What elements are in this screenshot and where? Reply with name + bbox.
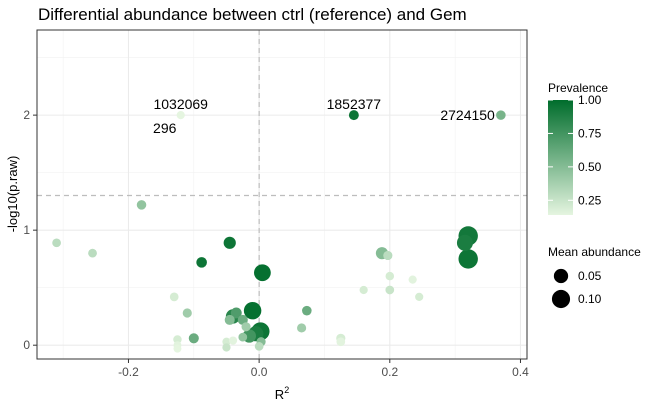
data-point	[383, 250, 393, 261]
prevalence-colorbar-ticks: 1.00 0.75 0.50 0.25	[548, 93, 602, 207]
data-point	[496, 110, 506, 120]
data-point	[196, 257, 207, 268]
point-label: 2724150	[440, 107, 495, 123]
colorbar-tick-label: 1.00	[578, 93, 602, 107]
data-point	[173, 344, 182, 353]
x-tick-label: 0.4	[512, 365, 529, 379]
data-point	[88, 248, 97, 258]
prevalence-legend-title: Prevalence	[548, 81, 608, 95]
data-point	[169, 292, 179, 302]
data-point	[385, 271, 395, 281]
colorbar-tick-label: 0.50	[578, 160, 602, 174]
data-point	[188, 333, 199, 344]
data-point	[385, 285, 395, 295]
data-point	[415, 292, 424, 301]
y-axis-title: -log10(p.raw)	[5, 156, 20, 233]
data-point	[408, 275, 417, 284]
data-point	[241, 322, 251, 332]
size-legend-label: 0.05	[578, 269, 602, 283]
data-point	[238, 332, 248, 342]
minor-gridlines	[37, 30, 527, 359]
colorbar-tick-label: 0.25	[578, 193, 602, 207]
data-point	[224, 314, 235, 325]
data-point	[52, 238, 61, 248]
y-tick-label: 0	[23, 338, 30, 352]
plot-border	[36, 29, 528, 360]
data-point	[254, 341, 264, 351]
data-point	[456, 234, 473, 251]
data-point	[173, 335, 182, 344]
data-point	[336, 337, 346, 347]
x-tick-label: -0.2	[118, 365, 139, 379]
y-axis-ticks: 0 1 2	[23, 108, 37, 352]
plot-panel	[37, 30, 527, 359]
mean-abundance-legend-keys: 0.05 0.10	[551, 268, 602, 309]
size-legend-dot	[553, 268, 569, 284]
data-point	[254, 264, 271, 282]
mean-abundance-legend: Mean abundance 0.05 0.10	[548, 245, 641, 309]
x-tick-label: 0.0	[251, 365, 268, 379]
point-label: 296	[153, 120, 177, 136]
x-axis-title: R2	[275, 385, 289, 402]
chart-title: Differential abundance between ctrl (ref…	[38, 5, 467, 24]
data-point	[222, 337, 231, 346]
data-point	[359, 285, 368, 295]
x-axis-title-superscript: 2	[284, 385, 289, 395]
data-point	[230, 307, 242, 319]
data-point	[223, 236, 236, 249]
x-axis-title-text: R	[275, 387, 284, 402]
data-point	[182, 308, 192, 318]
scatter-points	[52, 110, 506, 353]
data-point	[243, 301, 262, 320]
prevalence-legend: Prevalence 1.00 0.75 0.50 0.25	[548, 81, 608, 215]
mean-abundance-legend-title: Mean abundance	[548, 245, 641, 259]
size-legend-label: 0.10	[578, 292, 602, 306]
point-annotations: 1032069 296 1852377 2724150	[153, 96, 495, 136]
data-point	[458, 249, 478, 269]
prevalence-colorbar	[548, 100, 573, 215]
data-point	[222, 343, 231, 352]
data-point	[176, 111, 185, 120]
data-point	[297, 323, 307, 333]
data-point	[136, 200, 147, 210]
point-label: 1032069	[153, 96, 208, 112]
data-point	[348, 110, 359, 121]
y-tick-label: 2	[23, 108, 30, 122]
size-legend-dot	[551, 289, 571, 309]
reference-lines	[37, 30, 527, 359]
x-tick-label: 0.2	[381, 365, 398, 379]
data-point	[228, 336, 238, 345]
data-point	[302, 305, 312, 316]
x-axis-ticks: -0.2 0.0 0.2 0.4	[118, 359, 529, 379]
colorbar-tick-label: 0.75	[578, 126, 602, 140]
point-label: 1852377	[327, 96, 382, 112]
y-tick-label: 1	[23, 223, 30, 237]
